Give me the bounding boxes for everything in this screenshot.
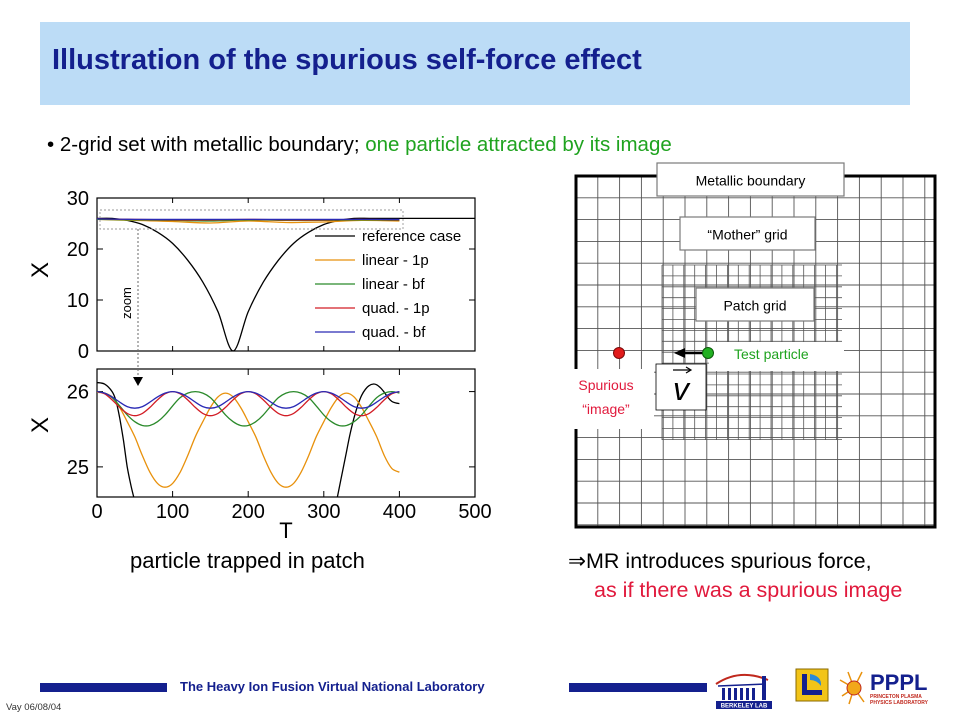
y-tick-label: 25 [67, 457, 89, 479]
pppl-logo: PPPL PRINCETON PLASMA PHYSICS LABORATORY [839, 670, 929, 706]
pppl-logo-text: PPPL [870, 670, 927, 695]
series-line [96, 217, 475, 352]
x-axis-label: T [279, 518, 292, 540]
footer-text: The Heavy Ion Fusion Virtual National La… [180, 679, 485, 694]
velocity-vector-arrowhead [685, 366, 693, 374]
y-axis-label-bottom: X [27, 417, 54, 433]
zoom-box [99, 209, 404, 230]
bottom-chart: 25 26 0 100 200 300 400 500 [67, 368, 492, 523]
title-bar [40, 22, 910, 105]
y-tick-label: 0 [78, 341, 89, 363]
spurious-label-line1: Spurious [578, 377, 633, 393]
x-tick-label: 100 [156, 501, 189, 523]
conclusion-red: as if there was a spurious image [594, 578, 903, 602]
test-particle [702, 347, 714, 359]
patch-grid-box [695, 287, 815, 322]
legend-label: linear - 1p [362, 252, 429, 269]
grid-diagram: Metallic boundary “Mother” grid Patch gr… [566, 162, 937, 529]
mother-grid-label: “Mother” grid [707, 227, 787, 243]
conclusion-text: ⇒MR introduces spurious force, as if the… [568, 547, 924, 605]
chart-area: 0 10 20 30 reference case linear - 1p linear -… [27, 188, 492, 540]
pppl-logo-subtext2: PHYSICS LABORATORY [870, 700, 929, 706]
berkeley-logo-text: BERKELEY LAB [721, 704, 768, 710]
velocity-arrowhead [674, 348, 685, 358]
series-line [97, 390, 400, 417]
footer-bar-right [569, 683, 707, 692]
bullet-text: 2-grid set with metallic boundary; [59, 133, 366, 156]
x-tick-label: 0 [91, 501, 102, 523]
y-axis-label-top: X [27, 262, 54, 278]
y-tick-label: 26 [67, 382, 89, 404]
series-line [96, 218, 400, 221]
y-tick-label: 10 [67, 290, 89, 312]
x-tick-label: 300 [307, 501, 340, 523]
zoom-label: zoom [119, 287, 134, 319]
bottom-chart-frame [96, 368, 476, 498]
metallic-boundary-box [656, 162, 845, 197]
bullet-point: • 2-grid set with metallic boundary; one… [47, 133, 672, 156]
y-tick-label: 30 [67, 188, 89, 210]
slide-title: Illustration of the spurious self-force … [52, 44, 642, 76]
test-particle-label-bg [709, 342, 844, 371]
metallic-boundary-label: Metallic boundary [696, 173, 806, 189]
bullet-highlight: one particle attracted by its image [365, 133, 672, 156]
legend-label: quad. - 1p [362, 300, 430, 317]
x-tick-label: 200 [232, 501, 265, 523]
x-tick-label: 400 [383, 501, 416, 523]
top-chart: 0 10 20 30 reference case linear - 1p linear -… [67, 188, 476, 363]
zoom-indicator [99, 209, 404, 386]
series-line [96, 218, 400, 224]
legend-label: quad. - bf [362, 324, 426, 341]
llnl-logo [795, 668, 829, 702]
top-chart-frame [96, 197, 476, 352]
spurious-image-particle [613, 347, 625, 359]
zoom-arrowhead [133, 377, 143, 386]
series-line [97, 390, 400, 409]
conclusion-line: ⇒MR introduces spurious force, [568, 547, 924, 576]
series-line [97, 390, 400, 427]
date-stamp: Vay 06/08/04 [6, 702, 62, 713]
mother-grid-box [679, 216, 816, 251]
chart-caption: particle trapped in patch [130, 548, 365, 573]
velocity-box [655, 363, 707, 411]
bottom-series-group [97, 381, 400, 497]
legend-label: linear - bf [362, 276, 425, 293]
spurious-label-bg [566, 369, 654, 429]
spurious-label-line2: “image” [582, 401, 630, 417]
pppl-logo-subtext1: PRINCETON PLASMA [870, 694, 922, 700]
berkeley-lab-logo: BERKELEY LAB [715, 673, 772, 710]
series-line [97, 391, 400, 488]
x-tick-label: 500 [458, 501, 491, 523]
footer-bar-left [40, 683, 167, 692]
conclusion-line1: MR introduces spurious force, [586, 549, 872, 573]
y-tick-label: 20 [67, 239, 89, 261]
legend-label: reference case [362, 228, 461, 245]
implies-arrow: ⇒ [568, 549, 587, 573]
test-particle-label: Test particle [734, 346, 809, 362]
series-line [97, 381, 400, 497]
patch-grid-label: Patch grid [723, 298, 786, 314]
velocity-symbol: v [673, 371, 691, 407]
